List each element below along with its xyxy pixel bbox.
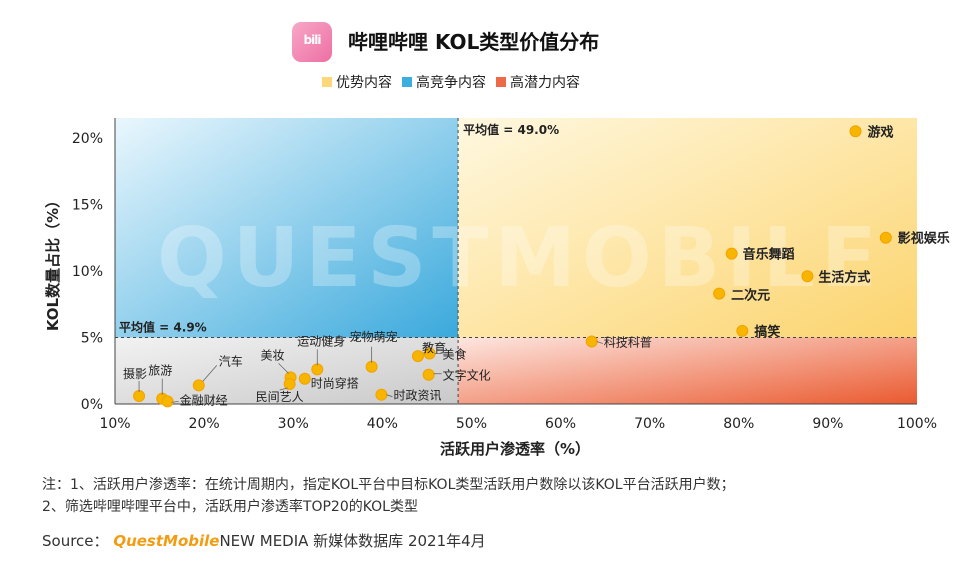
data-point <box>585 335 598 348</box>
data-point-label: 美妆 <box>261 348 285 362</box>
data-point <box>411 350 424 363</box>
legend-label: 高潜力内容 <box>510 75 580 91</box>
data-point <box>365 360 378 373</box>
x-axis-label: 活跃用户渗透率（%） <box>440 440 590 458</box>
y-axis-ticks: 0% 5% 10% 15% 20% <box>72 131 103 413</box>
scatter-chart: QUESTMOBILE 平均值 = 49.0% 平均值 = 4.9% 10% 20… <box>44 118 950 458</box>
data-point-label: 搞笑 <box>754 324 780 340</box>
x-tick-label: 80% <box>723 416 754 432</box>
data-point-label: 时政资讯 <box>393 389 441 403</box>
data-point <box>133 390 146 403</box>
data-point-label: 美食 <box>443 346 467 361</box>
data-point <box>713 287 726 300</box>
data-point <box>422 368 435 381</box>
y-tick-label: 10% <box>72 264 103 280</box>
data-point-label: 汽车 <box>219 353 243 368</box>
source-prefix: Source： <box>42 532 109 550</box>
quadrant-low <box>115 337 459 404</box>
data-point <box>192 379 205 392</box>
data-point-label: 二次元 <box>731 288 770 304</box>
y-tick-label: 20% <box>72 131 103 147</box>
x-axis-ticks: 10% 20% 30% 40% 50% 60% 70% 80% 90% 100% <box>99 416 937 432</box>
x-tick-label: 40% <box>367 416 398 432</box>
data-point <box>375 388 388 401</box>
data-point <box>725 247 738 260</box>
legend-swatch <box>402 77 412 87</box>
data-point-label: 时尚穿搭 <box>311 376 359 391</box>
x-tick-label: 90% <box>812 416 843 432</box>
average-label-x: 平均值 = 49.0% <box>463 122 559 137</box>
legend-swatch <box>496 77 506 87</box>
x-tick-label: 20% <box>189 416 220 432</box>
leader-line <box>386 394 393 398</box>
note-line-2: 2、筛选哔哩哔哩平台中，活跃用户渗透率TOP20的KOL类型 <box>42 499 418 515</box>
y-tick-label: 0% <box>81 397 103 413</box>
y-tick-label: 15% <box>72 197 103 213</box>
legend-label: 优势内容 <box>336 75 392 91</box>
legend-item-advantage: 优势内容 <box>322 72 392 92</box>
source-line: Source： QuestMobileNEW MEDIA 新媒体数据库 2021… <box>42 530 486 551</box>
data-point <box>801 270 814 283</box>
data-point-label: 金融财经 <box>180 392 228 407</box>
x-tick-label: 70% <box>634 416 665 432</box>
legend-item-competitive: 高竞争内容 <box>402 72 486 92</box>
data-point-label: 教育 <box>422 340 446 355</box>
quadrant-high-potential <box>458 337 917 404</box>
data-point <box>298 372 311 385</box>
watermark: QUESTMOBILE <box>157 211 883 306</box>
data-point <box>736 324 749 337</box>
logo-text: bili <box>303 33 322 47</box>
leader-line <box>596 341 603 344</box>
average-label-y: 平均值 = 4.9% <box>119 319 207 334</box>
source-suffix: NEW MEDIA 新媒体数据库 2021年4月 <box>219 532 486 550</box>
quadrant-high-competition <box>115 118 459 338</box>
x-tick-label: 100% <box>897 416 937 432</box>
data-point <box>849 125 862 138</box>
data-point-label: 影视娱乐 <box>898 231 950 247</box>
data-point <box>879 231 892 244</box>
data-point-label: 科技科普 <box>604 335 652 349</box>
leader-line <box>202 365 218 382</box>
data-point-label: 民间艺人 <box>256 390 304 404</box>
data-point-label: 旅游 <box>148 364 172 378</box>
data-point-label: 运动健身 <box>297 333 345 348</box>
data-point-label: 摄影 <box>123 366 147 381</box>
x-tick-label: 60% <box>545 416 576 432</box>
x-tick-label: 50% <box>456 416 487 432</box>
x-tick-label: 10% <box>99 416 130 432</box>
data-point <box>161 395 174 408</box>
x-tick-label: 30% <box>278 416 309 432</box>
data-point <box>283 378 296 391</box>
bilibili-logo: bili <box>292 22 332 62</box>
y-tick-label: 5% <box>81 330 103 346</box>
quadrant-advantage <box>458 118 917 338</box>
data-point-label: 生活方式 <box>818 269 870 285</box>
note-line-1: 注：1、活跃用户渗透率：在统计周期内，指定KOL平台中目标KOL类型活跃用户数除… <box>42 477 735 493</box>
data-point-label: 游戏 <box>868 124 894 140</box>
leader-line <box>171 400 179 403</box>
legend-item-potential: 高潜力内容 <box>496 72 580 92</box>
chart-title: 哔哩哔哩 KOL类型价值分布 <box>348 30 600 54</box>
data-point <box>311 363 324 376</box>
data-point-label: 音乐舞蹈 <box>743 247 795 263</box>
data-point-label: 文字文化 <box>443 368 491 383</box>
legend-label: 高竞争内容 <box>416 75 486 91</box>
source-brand: QuestMobile <box>113 532 220 550</box>
leader-line <box>278 363 289 374</box>
legend: 优势内容 高竞争内容 高潜力内容 <box>322 72 580 92</box>
y-axis-label: KOL数量占比（%） <box>44 193 62 331</box>
legend-swatch <box>322 77 332 87</box>
leader-line <box>279 387 288 391</box>
data-point-label: 宠物萌宠 <box>350 329 398 344</box>
